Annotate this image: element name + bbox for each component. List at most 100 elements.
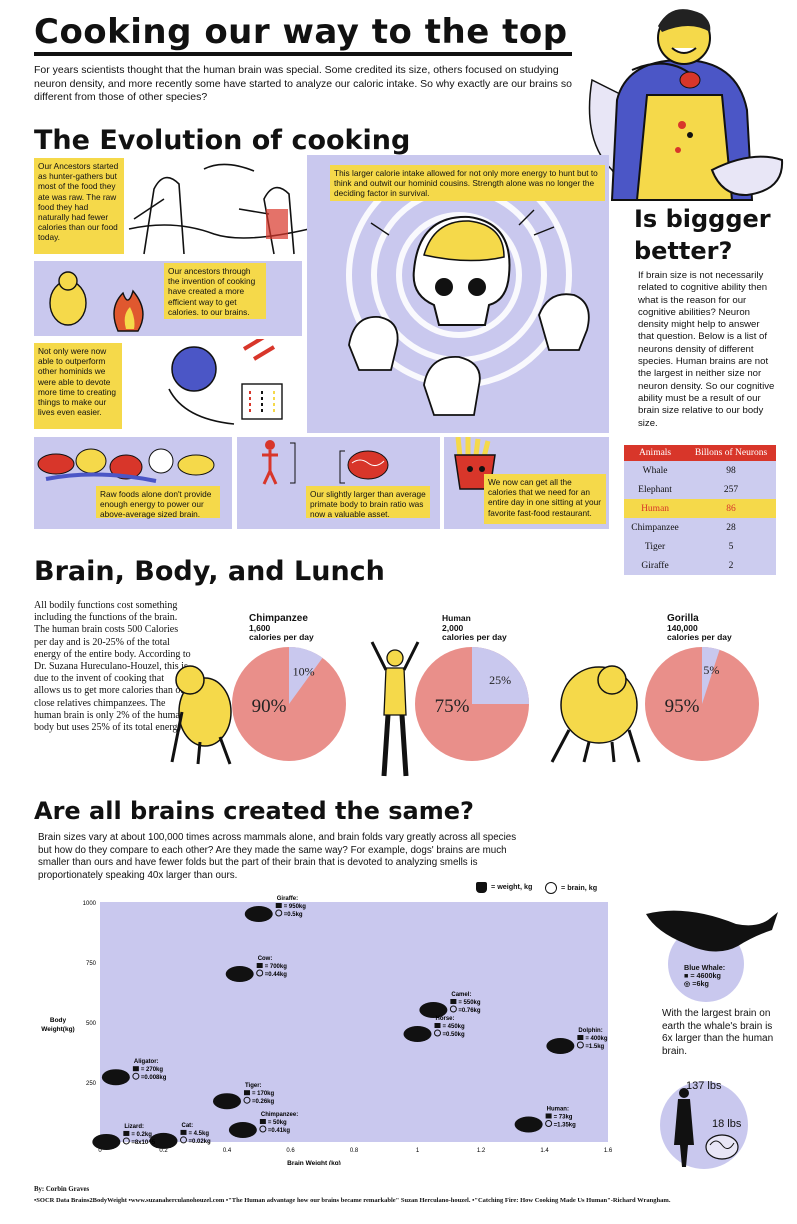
table-cell-value: 86 [686, 499, 776, 518]
x-tick-label: 0.6 [286, 1148, 295, 1154]
table-cell-animal: Whale [624, 461, 687, 480]
point-name: Tiger: [245, 1083, 262, 1089]
pie-small-label: 10% [293, 664, 315, 678]
animal-silhouette [546, 1038, 575, 1054]
animal-silhouette [419, 1002, 448, 1018]
scatter-point: Cat: = 4.5kg =0.02kg [149, 1123, 211, 1149]
brain-icon [132, 1072, 140, 1080]
y-tick-label: 750 [86, 961, 97, 967]
point-weight: = 73kg [554, 1114, 573, 1120]
weight-icon [450, 999, 457, 1004]
pie-label-human: Human 2,000 calories per day [442, 613, 507, 643]
point-brain: =0.44kg [265, 972, 288, 978]
brain-lbs-label: 18 lbs [712, 1118, 742, 1130]
point-name: Dolphin: [578, 1028, 602, 1034]
table-cell-value: 98 [686, 461, 776, 480]
brains-title: Are all brains created the same? [34, 797, 474, 825]
pie-big-label: 90% [252, 696, 287, 717]
whale-caption: With the largest brain on earth the whal… [662, 1008, 774, 1057]
cavemen-illustration [128, 163, 310, 255]
legend-brain-label: = brain, kg [561, 882, 598, 892]
point-name: Giraffe: [277, 896, 298, 902]
point-name: Camel: [451, 992, 471, 998]
y-tick-label: 1000 [83, 901, 97, 907]
table-header-neurons: Billons of Neurons [686, 445, 776, 461]
body-ratio-text-box: Our slightly larger than average primate… [306, 486, 430, 519]
x-axis-label: Brain Weight (kg) [287, 1160, 341, 1165]
pie-slice-small [289, 647, 323, 704]
point-brain: =0.76kg [458, 1008, 481, 1014]
pie-amount: 2,000 [442, 622, 464, 633]
table-header-animals: Animals [624, 445, 687, 461]
page-title: Cooking our way to the top [34, 12, 568, 52]
human-illustration [370, 641, 420, 777]
fast-food-text-box: We now can get all the calories that we … [484, 474, 606, 524]
whale-brain: ◎ =6kg [684, 979, 709, 989]
weight-icon [275, 903, 282, 908]
brain-icon [256, 969, 264, 977]
skull-illustration [346, 195, 590, 416]
lunch-title: Brain, Body, and Lunch [34, 556, 385, 587]
point-weight: = 950kg [284, 904, 307, 910]
animal-silhouette [403, 1026, 432, 1042]
point-brain: =0.50kg [443, 1032, 466, 1038]
brain-icon [275, 909, 283, 917]
pie-slice-small [472, 647, 529, 704]
point-weight: = 4.5kg [189, 1131, 210, 1137]
pie-slice-small [702, 647, 720, 704]
table-row: Elephant 257 [624, 480, 776, 499]
brains-text: Brain sizes vary at about 100,000 times … [38, 832, 517, 881]
weight-icon [180, 1129, 187, 1135]
pie-chart-human: 75% 25% [415, 647, 529, 761]
brain-icon [180, 1136, 187, 1144]
weight-icon [476, 882, 487, 893]
point-brain: =1.35kg [554, 1122, 577, 1128]
scatter-point: Cow: = 700kg =0.44kg [225, 956, 288, 982]
animal-silhouette [92, 1133, 121, 1150]
animal-silhouette [514, 1116, 543, 1133]
scatter-point: Camel: = 550kg =0.76kg [419, 992, 481, 1018]
x-tick-label: 1.6 [604, 1148, 613, 1154]
animal-silhouette [228, 1122, 257, 1138]
table-cell-value: 28 [686, 518, 776, 537]
table-cell-animal: Giraffe [624, 556, 687, 575]
brain-icon [545, 882, 557, 894]
scatter-point: Tiger: = 170kg =0.26kg [213, 1083, 275, 1110]
chef-illustration [572, 0, 797, 205]
point-brain: =0.008kg [141, 1075, 167, 1081]
point-brain: =8x10^5 [131, 1140, 155, 1146]
y-axis-label: Body Weight(kg) [41, 1017, 74, 1033]
evolution-panel-frame: Our Ancestors started as hunter-gathers … [34, 155, 609, 435]
brain-icon [259, 1125, 267, 1133]
weight-icon [256, 963, 263, 968]
table-row: Whale 98 [624, 461, 776, 480]
pie-name: Gorilla [667, 613, 699, 624]
animal-silhouette [225, 966, 254, 982]
pie-name: Human [442, 613, 471, 623]
weight-icon [259, 1119, 266, 1124]
raw-foods-text-box: Raw foods alone don't provide enough ene… [96, 486, 220, 519]
pie-label-chimpanzee: Chimpanzee 1,600 calories per day [249, 614, 314, 643]
table-cell-value: 2 [686, 556, 776, 575]
scatter-point: Human: = 73kg =1.35kg [514, 1106, 577, 1133]
point-name: Lizard: [124, 1124, 144, 1130]
point-name: Cow: [258, 956, 273, 962]
table-cell-value: 5 [686, 537, 776, 556]
pie-chart-chimpanzee: 90% 10% [232, 647, 346, 761]
footer-author: By: Corbin Graves [34, 1186, 90, 1193]
pie-label-gorilla: Gorilla 140,000 calories per day [667, 614, 732, 643]
point-name: Horse: [436, 1016, 455, 1022]
scatter-point: Horse: = 450kg =0.50kg [403, 1016, 466, 1042]
table-row: Chimpanzee 28 [624, 518, 776, 537]
point-weight: = 450kg [443, 1024, 466, 1030]
point-name: Cat: [182, 1123, 194, 1129]
point-weight: = 550kg [458, 1000, 481, 1006]
whale-name: Blue Whale: [684, 963, 726, 972]
whale-weight-value: 4600kg [696, 971, 721, 981]
legend-weight-label: = weight, kg [491, 882, 533, 892]
brain-icon [243, 1096, 251, 1104]
scatter-point: Chimpanzee: = 50kg =0.41kg [228, 1112, 298, 1138]
raw-food-illustration [37, 448, 215, 483]
point-weight: = 400kg [585, 1036, 608, 1042]
point-brain: =0.26kg [252, 1099, 275, 1105]
